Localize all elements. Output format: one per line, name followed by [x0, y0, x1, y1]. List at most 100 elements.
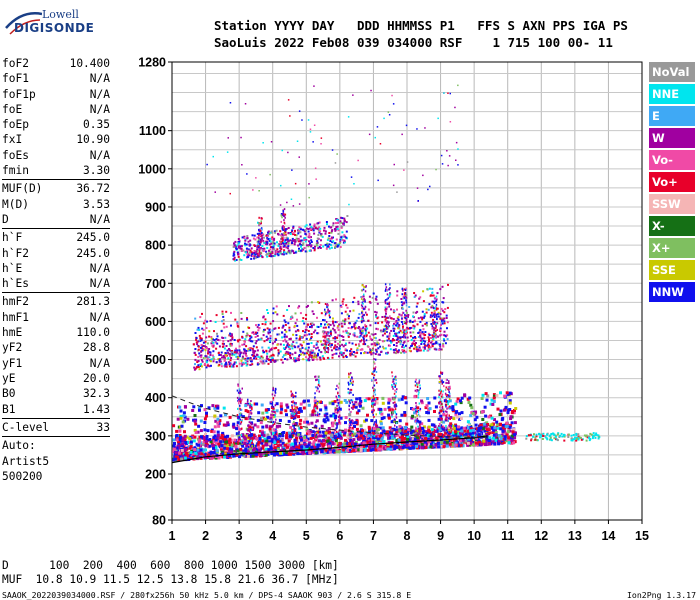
echo-point	[312, 349, 314, 352]
echo-point	[284, 409, 288, 413]
echo-point	[310, 335, 313, 338]
echo-point	[441, 319, 444, 322]
echo-point	[233, 244, 236, 247]
echo-point	[419, 334, 421, 337]
echo-point	[337, 325, 339, 328]
echo-point	[332, 412, 336, 416]
echo-point	[242, 330, 245, 333]
echo-point	[239, 418, 241, 421]
echo-point	[413, 325, 416, 328]
echo-point	[246, 253, 249, 256]
echo-point	[199, 456, 203, 460]
echo-point	[240, 440, 242, 443]
echo-point	[249, 347, 252, 350]
echo-point	[178, 437, 182, 441]
echo-point	[194, 353, 197, 356]
echo-point	[316, 240, 319, 243]
echo-point	[344, 348, 347, 351]
echo-point	[256, 362, 259, 364]
echo-point	[272, 247, 275, 250]
echo-point	[281, 326, 284, 329]
echo-point	[320, 351, 323, 354]
echo-point	[427, 346, 430, 349]
echo-point	[313, 247, 316, 250]
echo-point	[397, 316, 400, 319]
echo-point	[256, 425, 260, 429]
echo-point	[403, 332, 406, 335]
echo-point	[381, 334, 384, 337]
echo-point	[343, 441, 347, 445]
echo-point	[323, 420, 327, 424]
echo-point	[312, 227, 315, 230]
echo-point	[236, 357, 239, 360]
echo-point	[501, 441, 505, 445]
echo-point	[485, 435, 489, 439]
echo-point	[254, 336, 257, 338]
echo-point	[289, 252, 292, 255]
echo-point	[316, 244, 319, 247]
echo-point	[392, 338, 394, 340]
echo-point	[183, 453, 187, 457]
echo-point	[347, 327, 350, 329]
echo-point	[339, 416, 343, 420]
echo-point	[448, 442, 452, 446]
echo-point	[300, 239, 303, 242]
echo-point	[393, 444, 397, 448]
param-row: hmF2 281.3	[2, 294, 110, 309]
echo-point	[273, 410, 275, 413]
echo-point	[251, 406, 253, 409]
echo-point	[269, 237, 272, 240]
echo-point	[369, 348, 371, 350]
echo-point	[305, 227, 308, 230]
echo-point	[298, 359, 300, 362]
echo-point	[271, 353, 274, 356]
echo-point	[344, 318, 347, 321]
param-label: yF1	[2, 356, 23, 370]
echo-point	[418, 345, 421, 348]
echo-point	[222, 439, 226, 443]
echo-point	[333, 242, 336, 245]
echo-point	[327, 427, 331, 430]
echo-point	[270, 418, 272, 421]
echo-point	[503, 394, 507, 398]
echo-point	[320, 233, 323, 236]
echo-point	[329, 226, 332, 229]
param-label: D	[2, 212, 9, 226]
param-value: 281.3	[76, 295, 110, 309]
param-value: 245.0	[76, 246, 110, 260]
echo-point	[369, 337, 372, 340]
echo-point	[239, 448, 243, 451]
echo-point	[286, 445, 289, 449]
echo-point	[418, 420, 422, 424]
echo-point	[249, 364, 252, 366]
echo-point	[303, 322, 306, 325]
params-group-c: h`F 245.0 h`F2 245.0 h`E N/A h`Es N/A	[2, 230, 110, 291]
echo-point	[226, 452, 230, 456]
echo-point	[197, 348, 200, 351]
echo-point	[427, 349, 430, 352]
echo-point	[244, 244, 247, 247]
echo-point	[332, 320, 334, 323]
echo-point	[216, 335, 219, 338]
echo-point	[393, 447, 397, 451]
echo-point	[268, 240, 271, 242]
echo-point	[275, 428, 277, 431]
echo-point	[409, 431, 413, 435]
echo-point	[227, 340, 230, 343]
echo-point	[281, 253, 284, 256]
echo-point	[320, 343, 323, 346]
echo-point	[292, 450, 296, 454]
echo-point	[423, 347, 426, 350]
echo-point	[266, 309, 269, 311]
echo-point	[302, 248, 305, 251]
echo-point	[412, 311, 415, 314]
echo-point	[480, 410, 484, 414]
echo-point	[375, 327, 378, 330]
echo-point	[282, 431, 286, 434]
echo-point	[219, 436, 223, 440]
echo-point	[343, 320, 346, 323]
echo-point	[302, 228, 304, 231]
echo-point	[215, 361, 218, 364]
echo-point	[256, 256, 259, 259]
echo-point	[261, 362, 264, 365]
